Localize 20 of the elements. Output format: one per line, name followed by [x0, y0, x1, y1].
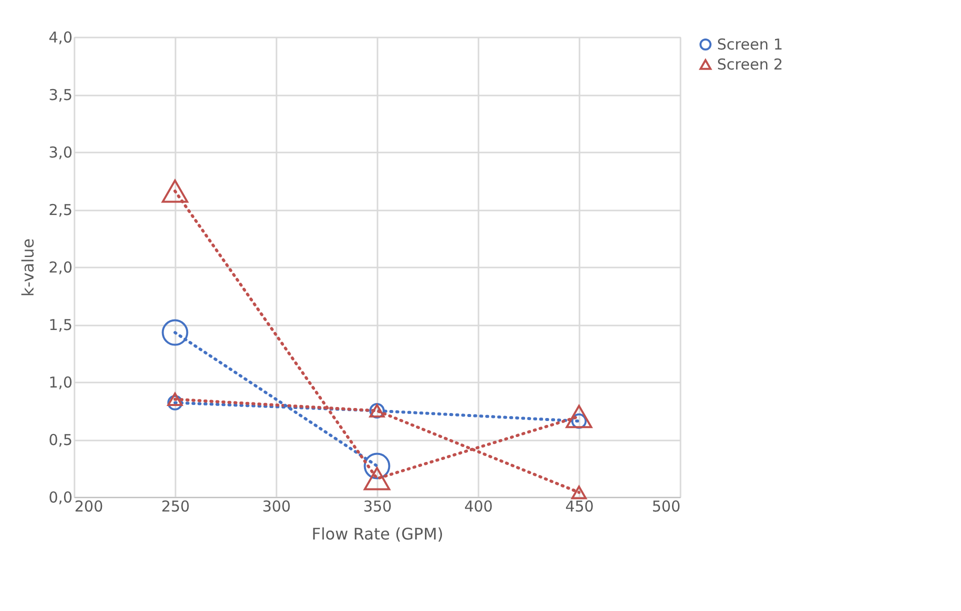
y-tick-label: 3,5 [48, 86, 72, 104]
y-tick-label: 3,0 [48, 144, 72, 162]
x-tick-label: 350 [363, 498, 392, 516]
x-tick-label: 200 [74, 498, 104, 516]
y-tick-label: 1,0 [48, 374, 72, 392]
y-tick-label: 0,5 [48, 431, 72, 449]
x-axis-title: Flow Rate (GPM) [312, 524, 444, 544]
x-tick-label: 450 [565, 498, 594, 516]
y-tick-label: 0,0 [48, 488, 72, 506]
y-tick-label: 2,5 [48, 201, 72, 219]
y-tick-label: 4,0 [48, 28, 72, 46]
x-tick-label: 250 [161, 498, 190, 516]
x-tick-label: 300 [262, 498, 291, 516]
y-tick-label: 2,0 [48, 258, 72, 276]
x-tick-label: 500 [652, 498, 680, 516]
x-tick-label: 400 [464, 498, 493, 516]
legend-label: Screen 2 [717, 56, 783, 74]
y-axis-title: k-value [18, 238, 38, 297]
legend-label: Screen 1 [717, 36, 783, 54]
y-tick-label: 1,5 [48, 316, 72, 334]
